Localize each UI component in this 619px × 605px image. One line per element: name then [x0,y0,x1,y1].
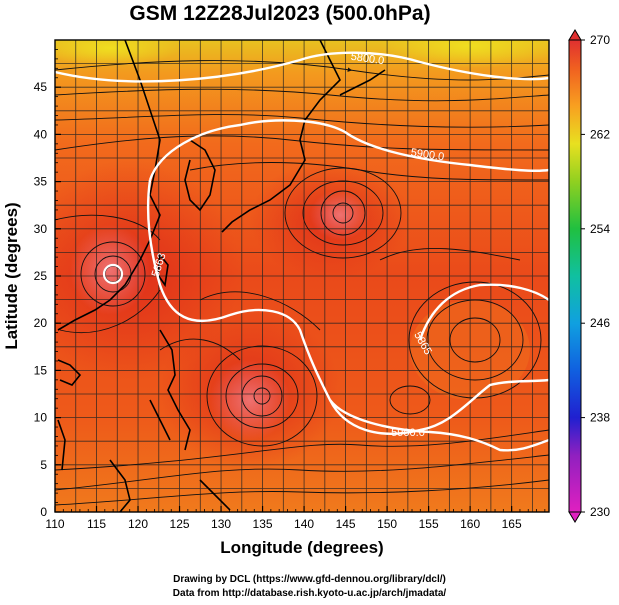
colorbar-top-arrow [568,29,582,41]
y-tick-label: 25 [34,269,48,283]
x-tick-label: 155 [419,517,439,531]
contour-label: 5800.0 [350,51,385,68]
colorbar-tick-label: 230 [590,505,610,519]
y-tick-label: 35 [34,175,48,189]
x-tick-label: 140 [294,517,314,531]
x-tick-label: 110 [45,517,64,531]
y-tick-label: 30 [34,222,48,236]
colorbar-tick-label: 254 [590,222,610,236]
colorbar-tick-label: 262 [590,127,610,141]
x-tick-label: 145 [336,517,356,531]
grid-lines [55,40,549,512]
drawing-credit: Drawing by DCL (https://www.gfd-dennou.o… [173,574,446,585]
y-axis-label: Latitude (degrees) [2,202,21,349]
colorbar-scale [568,39,582,513]
x-axis-label: Longitude (degrees) [220,538,383,557]
x-tick-label: 160 [460,517,480,531]
data-credit: Data from http://database.rish.kyoto-u.a… [172,588,447,599]
y-tick-label: 20 [34,316,48,330]
y-tick-label: 15 [34,363,48,377]
map-title: GSM 12Z28Jul2023 (500.0hPa) [129,2,431,25]
colorbar-tick-label: 238 [590,411,610,425]
colorbar: 270 262 254 246 238 230 [568,29,610,523]
contour-label: 5900.0 [410,147,445,164]
x-tick-label: 125 [170,517,190,531]
y-tick-label: 5 [40,458,47,472]
coastlines [57,40,386,512]
colorbar-tick-label: 246 [590,316,610,330]
x-axis: 110 115 120 125 130 135 140 145 150 155 160 165 [45,506,546,531]
x-tick-label: 130 [211,517,231,531]
colorbar-bottom-arrow [568,511,582,523]
x-tick-label: 115 [87,517,106,531]
colorbar-tick-label: 270 [590,33,610,47]
y-tick-label: 40 [34,127,48,141]
y-tick-label: 10 [34,411,48,425]
y-tick-label: 0 [40,505,47,519]
x-tick-label: 135 [253,517,273,531]
y-tick-label: 45 [34,80,48,94]
height-contours [55,51,549,452]
x-tick-label: 165 [502,517,522,531]
x-tick-label: 150 [377,517,397,531]
y-axis: 0 5 10 15 20 25 30 35 40 45 [34,49,61,519]
x-tick-label: 120 [128,517,148,531]
contour-label: 5900.0 [391,427,425,439]
